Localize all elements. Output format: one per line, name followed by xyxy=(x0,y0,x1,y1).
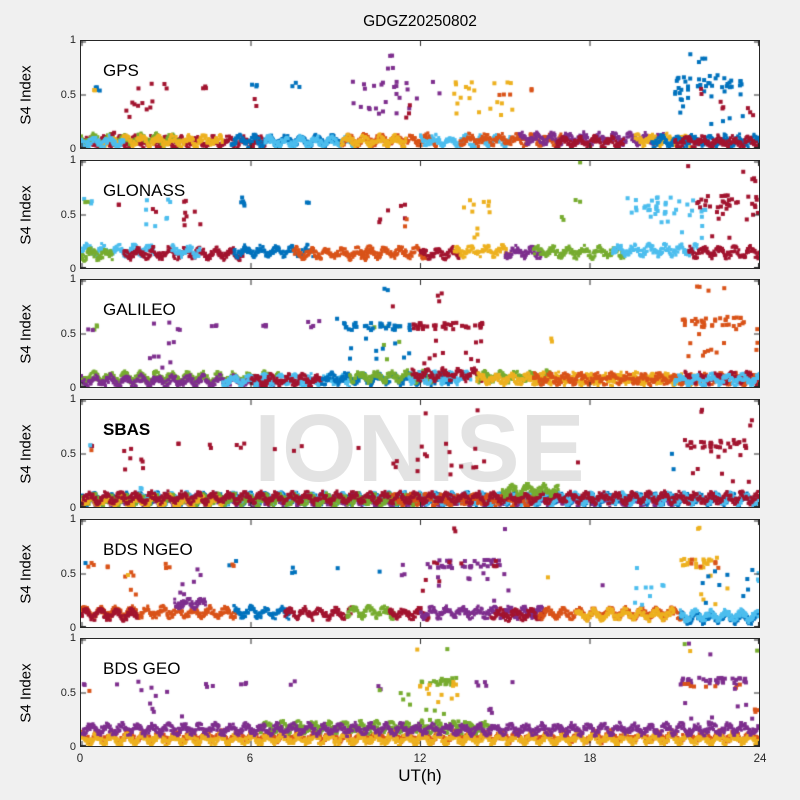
y-tick-label: 1 xyxy=(69,273,76,285)
y-tick-label: 0 xyxy=(69,741,76,753)
x-tick-label: 0 xyxy=(76,753,84,765)
panel-label-sbas: SBAS xyxy=(103,420,151,439)
panel-plot-gps xyxy=(81,41,759,148)
y-tick-label: 0.5 xyxy=(60,567,76,580)
y-tick-label: 0 xyxy=(69,622,76,634)
y-tick-label: 1 xyxy=(69,513,76,525)
panel-plot-sbas xyxy=(81,400,759,507)
y-tick-label: 1 xyxy=(69,34,76,46)
y-axis-label: S4 Index xyxy=(17,543,35,604)
y-tick-label: 0 xyxy=(69,263,76,275)
y-tick-label: 1 xyxy=(69,393,76,405)
y-tick-label: 0 xyxy=(69,143,76,155)
panel-glonass: GLONASS xyxy=(80,160,760,269)
x-tick-label: 18 xyxy=(583,753,597,765)
x-axis-label: UT(h) xyxy=(398,766,442,785)
panel-plot-glonass xyxy=(81,161,759,268)
y-tick-label: 1 xyxy=(69,632,76,644)
y-tick-label: 0 xyxy=(69,382,76,394)
y-tick-label: 0.5 xyxy=(60,686,76,699)
panel-label-gps: GPS xyxy=(103,61,139,80)
panel-plot-galileo xyxy=(81,280,759,387)
panel-label-glonass: GLONASS xyxy=(103,181,186,200)
panel-plot-bds-ngeo xyxy=(81,520,759,627)
y-tick-label: 0.5 xyxy=(60,88,76,101)
x-tick-label: 12 xyxy=(413,753,427,765)
panel-label-bds-geo: BDS GEO xyxy=(103,659,181,678)
panel-galileo: GALILEO xyxy=(80,279,760,388)
y-tick-label: 0.5 xyxy=(60,447,76,460)
y-axis-label: S4 Index xyxy=(17,184,35,245)
x-tick-label: 24 xyxy=(753,753,767,765)
x-tick-label: 6 xyxy=(246,753,254,765)
y-axis-label: S4 Index xyxy=(17,423,35,484)
y-tick-label: 0.5 xyxy=(60,208,76,221)
figure-title: GDGZ20250802 xyxy=(363,13,477,30)
panel-plot-bds-geo xyxy=(81,639,759,746)
panel-gps: GPS xyxy=(80,40,760,149)
panel-sbas: SBAS xyxy=(80,399,760,508)
y-axis-label: S4 Index xyxy=(17,64,35,125)
y-axis-label: S4 Index xyxy=(17,662,35,723)
panel-label-bds-ngeo: BDS NGEO xyxy=(103,540,193,559)
panel-label-galileo: GALILEO xyxy=(103,300,176,319)
panel-bds-ngeo: BDS NGEO xyxy=(80,519,760,628)
y-tick-label: 1 xyxy=(69,154,76,166)
y-tick-label: 0.5 xyxy=(60,327,76,340)
y-axis-label: S4 Index xyxy=(17,303,35,364)
panel-bds-geo: BDS GEO xyxy=(80,638,760,747)
y-tick-label: 0 xyxy=(69,502,76,514)
